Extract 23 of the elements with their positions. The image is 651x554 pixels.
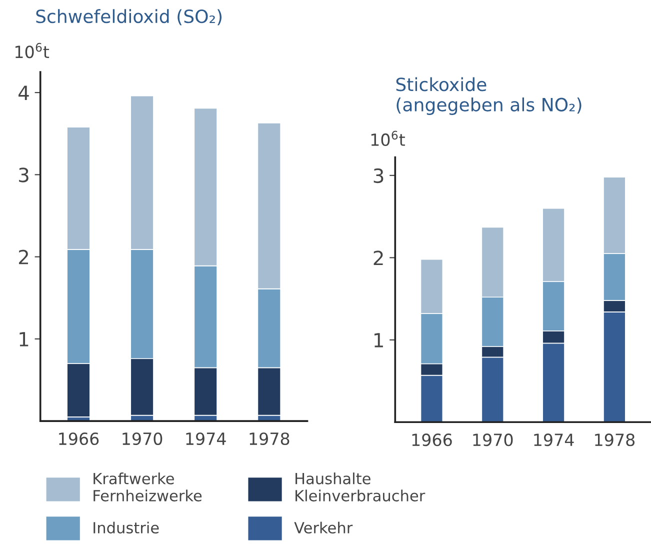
y-tick-label: 1 (374, 333, 383, 348)
legend-label: Industrie (94, 522, 159, 534)
y-tick-label: 2 (374, 250, 383, 266)
x-tick-label: 1970 (473, 434, 513, 446)
x-tick-label: 1974 (186, 432, 226, 446)
x-tick-label: 1970 (122, 432, 162, 446)
chart-title: Schwefeldioxid (SO₂) (36, 9, 222, 26)
y-tick-label: 3 (374, 168, 384, 184)
x-tick-label: 1974 (534, 434, 574, 446)
x-tick-label: 1966 (59, 432, 99, 446)
y-axis-title: 10$^{6}$t (371, 130, 405, 146)
chart-title: Stickoxide (angegeben als NO₂) (396, 77, 582, 115)
y-tick-label: 2 (19, 250, 28, 264)
y-tick-label: 4 (18, 86, 29, 100)
x-tick-label: 1978 (595, 434, 635, 446)
x-tick-label: 1966 (412, 434, 452, 446)
y-tick-label: 1 (20, 332, 28, 346)
y-axis-title: 10$^{6}$t (16, 42, 50, 58)
y-tick-label: 3 (19, 168, 28, 182)
x-tick-label: 1978 (250, 432, 290, 446)
legend-label: Kraftwerke Fernheizwerke (94, 472, 202, 502)
legend-label: Haushalte Kleinverbraucher (296, 472, 426, 502)
legend-label: Verkehr (294, 522, 353, 534)
